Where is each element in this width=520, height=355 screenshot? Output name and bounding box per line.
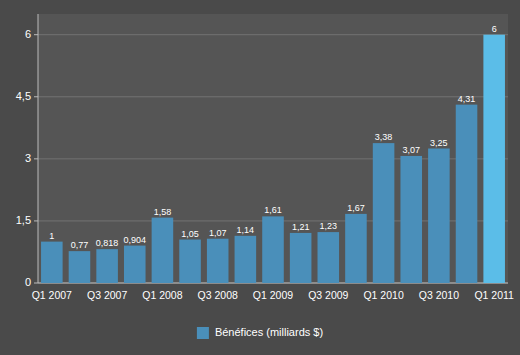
bar bbox=[96, 249, 118, 283]
x-tick-label: Q3 2008 bbox=[198, 289, 238, 301]
data-label: 1,21 bbox=[292, 222, 310, 232]
plot-background bbox=[38, 14, 508, 283]
y-tick bbox=[34, 158, 38, 159]
data-label: 3,38 bbox=[375, 132, 393, 142]
bar bbox=[69, 251, 91, 283]
x-tick-label: Q1 2011 bbox=[474, 289, 514, 301]
data-label: 0,77 bbox=[71, 240, 89, 250]
data-label: 1,61 bbox=[264, 205, 282, 215]
bar bbox=[400, 156, 422, 283]
data-label: 4,31 bbox=[458, 94, 476, 104]
bar bbox=[152, 218, 174, 283]
bars bbox=[41, 35, 505, 283]
y-tick bbox=[34, 34, 38, 35]
data-label: 1,58 bbox=[154, 207, 172, 217]
bar bbox=[428, 149, 450, 284]
bar bbox=[262, 216, 284, 283]
x-tick-label: Q1 2010 bbox=[363, 289, 403, 301]
y-tick-label: 3 bbox=[25, 152, 31, 164]
y-tick bbox=[34, 96, 38, 97]
bar bbox=[318, 232, 340, 283]
bar bbox=[41, 242, 63, 283]
grid-line bbox=[38, 34, 508, 35]
y-tick-label: 0 bbox=[25, 276, 31, 288]
y-axis-line bbox=[38, 14, 39, 283]
bar bbox=[207, 239, 229, 283]
y-tick bbox=[34, 220, 38, 221]
y-tick bbox=[34, 283, 38, 284]
x-tick-label: Q3 2009 bbox=[308, 289, 348, 301]
data-label: 6 bbox=[492, 24, 497, 34]
x-axis: Q1 2007 Q3 2007 Q1 2008 Q3 2008 Q1 2009 Q3 20… bbox=[32, 289, 514, 301]
y-axis: 0 1,5 3 4,5 6 bbox=[16, 14, 508, 288]
y-tick-label: 6 bbox=[25, 28, 31, 40]
background bbox=[0, 0, 520, 355]
bar bbox=[373, 143, 395, 283]
bar bbox=[456, 105, 478, 283]
chart-svg: 0 1,5 3 4,5 6 1 0,77 0,818 0,904 1,58 1,05 1,07 1,14… bbox=[0, 0, 520, 355]
x-tick-label: Q1 2008 bbox=[142, 289, 182, 301]
data-label: 0,818 bbox=[96, 238, 119, 248]
data-label: 3,25 bbox=[430, 138, 448, 148]
data-label: 1,67 bbox=[347, 203, 365, 213]
y-tick-label: 4,5 bbox=[16, 90, 31, 102]
chart-container: 0 1,5 3 4,5 6 1 0,77 0,818 0,904 1,58 1,05 1,07 1,14… bbox=[0, 0, 520, 355]
data-label: 0,904 bbox=[123, 235, 146, 245]
legend-swatch bbox=[197, 327, 209, 339]
x-tick-label: Q3 2007 bbox=[87, 289, 127, 301]
data-label: 1,14 bbox=[237, 225, 255, 235]
y-grid bbox=[38, 35, 508, 283]
data-label: 1,23 bbox=[320, 221, 338, 231]
bar bbox=[345, 214, 367, 283]
y-tick-label: 1,5 bbox=[16, 214, 31, 226]
data-label: 1 bbox=[49, 231, 54, 241]
legend-label: Bénéfices (milliards $) bbox=[215, 326, 323, 338]
bar bbox=[290, 233, 312, 283]
bar bbox=[179, 240, 201, 283]
bar bbox=[483, 35, 505, 283]
x-tick-label: Q1 2007 bbox=[32, 289, 72, 301]
data-labels: 1 0,77 0,818 0,904 1,58 1,05 1,07 1,14 1,61 1,21 1… bbox=[49, 24, 496, 250]
data-label: 1,05 bbox=[181, 229, 199, 239]
grid-line bbox=[38, 96, 508, 97]
data-label: 1,07 bbox=[209, 228, 227, 238]
x-tick-label: Q1 2009 bbox=[253, 289, 293, 301]
legend: Bénéfices (milliards $) bbox=[197, 326, 323, 339]
bar bbox=[124, 246, 146, 283]
x-tick-label: Q3 2010 bbox=[419, 289, 459, 301]
bar bbox=[235, 236, 257, 283]
data-label: 3,07 bbox=[402, 145, 420, 155]
